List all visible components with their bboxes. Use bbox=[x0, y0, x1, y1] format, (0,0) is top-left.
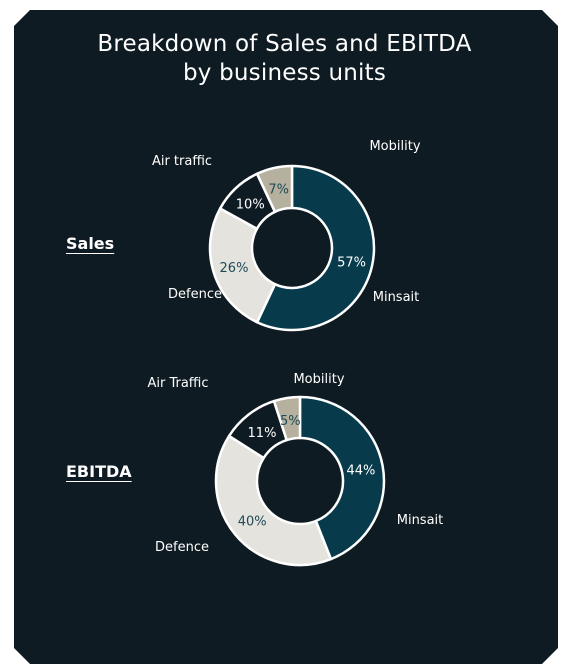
category-label-minsait: Minsait bbox=[373, 290, 420, 305]
category-label-air-traffic: Air traffic bbox=[152, 154, 212, 169]
category-label-mobility: Mobility bbox=[293, 372, 344, 387]
value-label-defence: 40% bbox=[238, 515, 267, 530]
value-label-mobility: 5% bbox=[280, 414, 301, 429]
slice-minsait bbox=[298, 395, 386, 561]
value-label-minsait: 44% bbox=[346, 463, 375, 478]
title-line-2: by business units bbox=[182, 60, 387, 86]
value-label-minsait: 57% bbox=[337, 255, 366, 270]
slice-mobility bbox=[272, 395, 302, 442]
value-label-mobility: 7% bbox=[268, 182, 289, 197]
category-label-air-traffic: Air Traffic bbox=[147, 376, 208, 391]
category-label-defence: Defence bbox=[168, 287, 222, 302]
slice-defence bbox=[208, 207, 277, 324]
chart-title: Breakdown of Sales and EBITDA by busines… bbox=[0, 30, 569, 88]
slice-defence bbox=[214, 434, 333, 567]
ebitda-section-label: EBITDA bbox=[66, 462, 132, 481]
category-label-minsait: Minsait bbox=[397, 513, 444, 528]
title-line-1: Breakdown of Sales and EBITDA bbox=[97, 31, 472, 57]
category-label-defence: Defence bbox=[155, 540, 209, 555]
slice-mobility bbox=[255, 164, 294, 214]
sales-section-label: Sales bbox=[66, 234, 115, 253]
value-label-air-traffic: 11% bbox=[248, 426, 277, 441]
value-label-defence: 26% bbox=[220, 261, 249, 276]
slice-minsait bbox=[255, 164, 376, 332]
category-label-mobility: Mobility bbox=[369, 139, 420, 154]
value-label-air-traffic: 10% bbox=[236, 198, 265, 213]
